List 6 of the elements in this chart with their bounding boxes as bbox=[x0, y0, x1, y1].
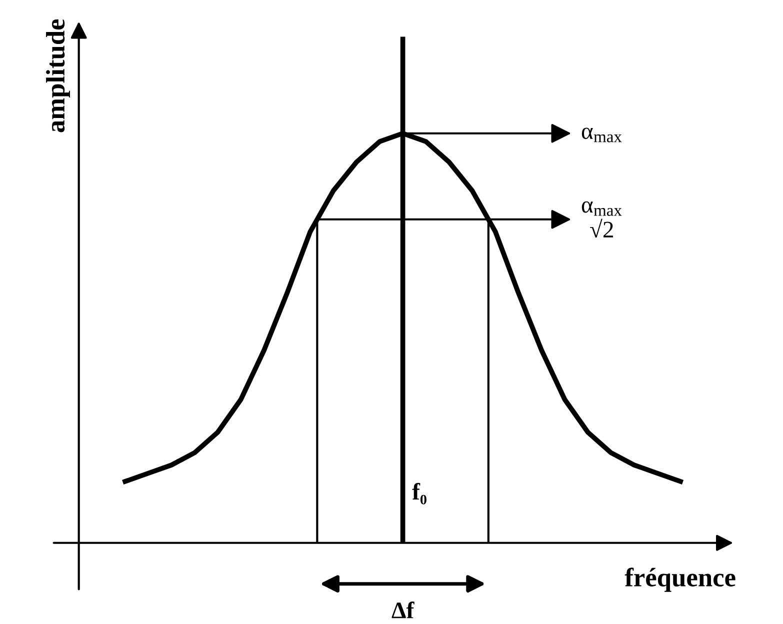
ref-line-label: α$_{max}$ bbox=[582, 128, 622, 142]
y-axis-title: amplitude bbox=[46, 19, 70, 132]
x-axis-title: fréquence bbox=[624, 568, 736, 592]
text: Δf bbox=[392, 602, 414, 618]
ref-line-label: α$_{max}$ √2 bbox=[582, 201, 622, 238]
annotation: f₀ bbox=[412, 482, 426, 504]
